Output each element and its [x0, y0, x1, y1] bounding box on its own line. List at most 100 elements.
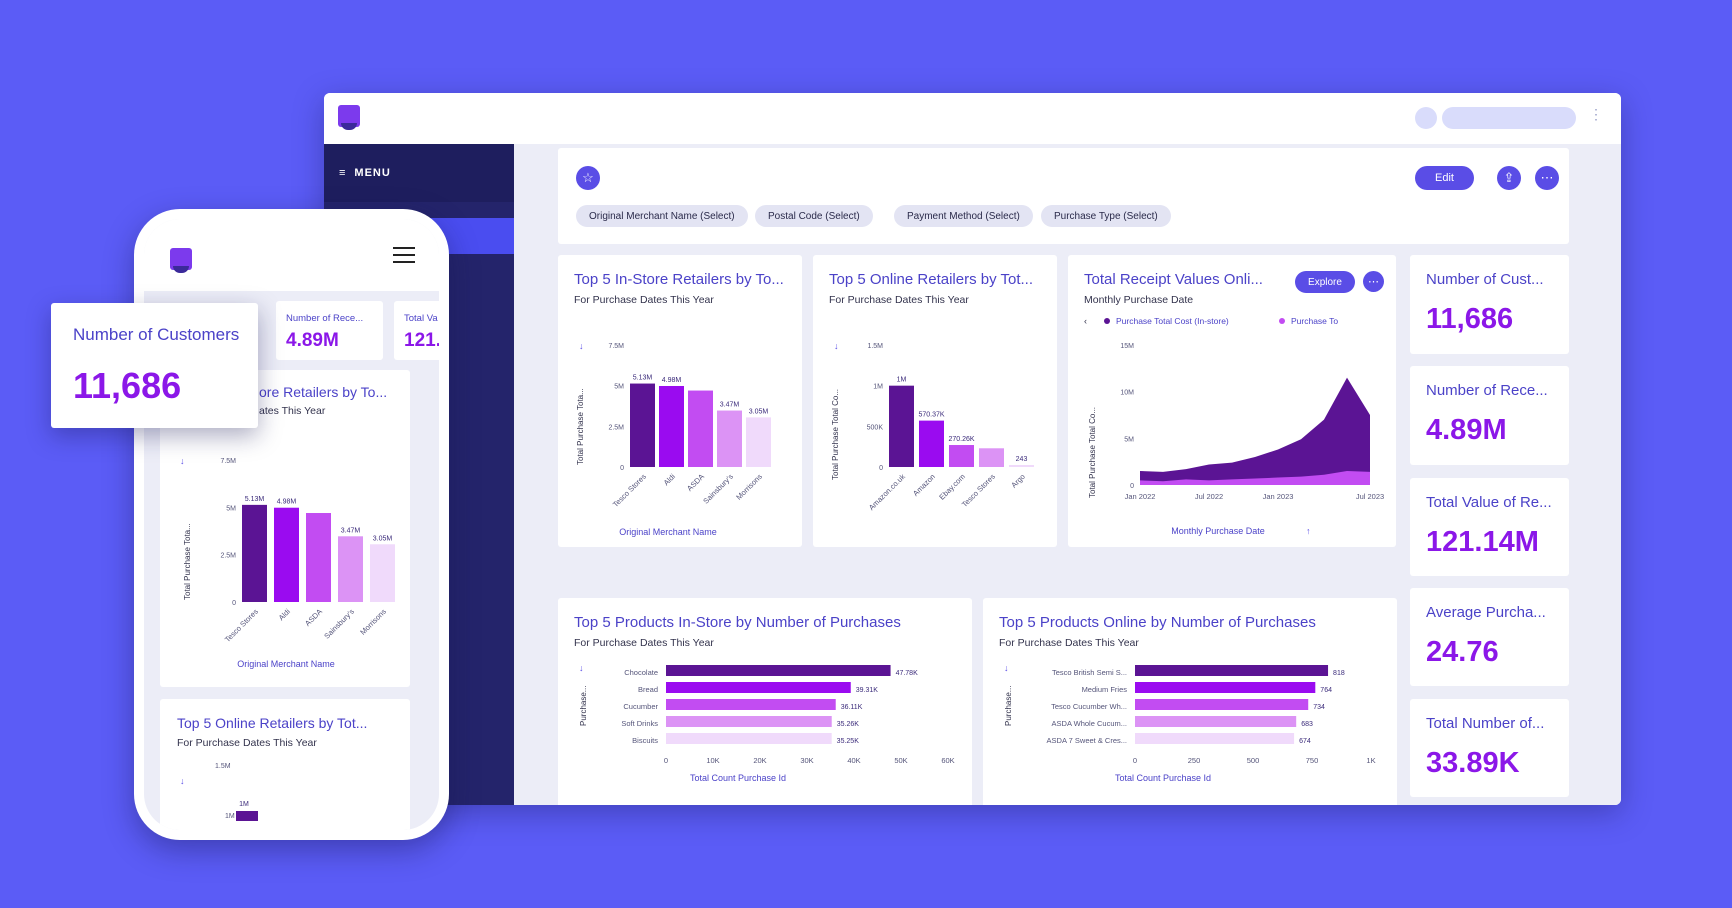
- bar: [1135, 699, 1309, 710]
- x-tick-label: 30K: [800, 756, 813, 765]
- sort-arrow-icon: ↓: [579, 341, 584, 351]
- sort-arrow-icon: ↓: [579, 663, 584, 673]
- y-category-label: Chocolate: [624, 668, 658, 677]
- instore-retailers-chart[interactable]: ↓ Total Purchase Tota... 7.5M 5M 2.5M 0 5.13…: [558, 315, 802, 545]
- bar-label: 3.05M: [749, 408, 769, 415]
- y-tick-label: 0: [620, 465, 624, 472]
- explore-button[interactable]: Explore: [1295, 271, 1355, 293]
- bar-label: 47.78K: [896, 670, 919, 677]
- kpi-card-total-value[interactable]: Total Value of Re... 121.14M: [1410, 478, 1569, 576]
- phone-kpi-receipts[interactable]: Number of Rece... 4.89M: [276, 301, 383, 360]
- phone-chart-card-online: Top 5 Online Retailers by Tot... For Pur…: [160, 699, 410, 830]
- x-tick-label: Jan 2022: [1125, 492, 1156, 501]
- online-retailers-chart[interactable]: ↓ Total Purchase Total Co... 1.5M 1M 500K 0…: [813, 315, 1057, 545]
- y-axis-label: Total Purchase Total Co...: [1088, 407, 1097, 498]
- bar: [1009, 465, 1034, 467]
- y-tick: 1M: [225, 813, 235, 820]
- receipt-values-chart[interactable]: ‹ Purchase Total Cost (In-store) Purchas…: [1068, 313, 1396, 545]
- phone-header: [144, 219, 439, 291]
- menu-label: MENU: [354, 167, 391, 179]
- search-bar[interactable]: [1442, 107, 1576, 129]
- y-tick-label: 7.5M: [220, 458, 236, 465]
- x-category-label: Tesco Stores: [611, 472, 648, 509]
- bar: [659, 385, 684, 467]
- chart-title: Top 5 In-Store Retailers by To...: [574, 271, 784, 288]
- bar: [889, 385, 914, 467]
- x-axis-label: Original Merchant Name: [237, 659, 335, 669]
- user-avatar[interactable]: [1415, 107, 1437, 129]
- x-category-label: Morrisons: [734, 472, 764, 502]
- instore-products-chart[interactable]: ↓ Purchase... Chocolate Bread Cucumber Soft…: [558, 656, 972, 805]
- chart-subtitle: For Purchase Dates This Year: [999, 637, 1139, 649]
- x-tick-label: 50K: [894, 756, 907, 765]
- bar: [666, 699, 836, 710]
- kpi-title: Number of Rece...: [1426, 382, 1548, 399]
- online-products-chart[interactable]: ↓ Purchase... Tesco British Semi S... Med…: [983, 656, 1397, 805]
- more-actions-icon[interactable]: ⋯: [1535, 166, 1559, 190]
- bar: [949, 445, 974, 467]
- filter-chip-payment-method[interactable]: Payment Method (Select): [894, 205, 1033, 227]
- bar-label: 1M: [239, 801, 249, 808]
- chart-subtitle: For Purchase Dates This Year: [829, 294, 969, 306]
- kpi-card-customers[interactable]: Number of Cust... 11,686: [1410, 255, 1569, 354]
- edit-button[interactable]: Edit: [1415, 166, 1474, 190]
- menu-toggle[interactable]: ≡ MENU: [324, 144, 514, 202]
- sort-arrow-icon: ↓: [180, 776, 185, 786]
- kpi-card-receipts[interactable]: Number of Rece... 4.89M: [1410, 366, 1569, 465]
- hamburger-icon: ≡: [339, 167, 347, 179]
- x-tick-label: Jan 2023: [1263, 492, 1294, 501]
- legend-prev-icon: ‹: [1084, 316, 1087, 326]
- bar: [1135, 682, 1316, 693]
- area-series: [1140, 377, 1370, 485]
- filter-chip-purchase-type[interactable]: Purchase Type (Select): [1041, 205, 1171, 227]
- x-tick-label: 0: [664, 756, 668, 765]
- bar: [1135, 665, 1329, 676]
- filter-chip-merchant[interactable]: Original Merchant Name (Select): [576, 205, 748, 227]
- chart-title: Top 5 Online Retailers by Tot...: [177, 715, 368, 731]
- x-tick-label: 60K: [941, 756, 954, 765]
- bar: [370, 544, 395, 602]
- main-content: ☆ Edit ⇪ ⋯ Original Merchant Name (Selec…: [514, 144, 1621, 805]
- y-category-label: Biscuits: [632, 736, 658, 745]
- legend-marker-online: [1279, 318, 1285, 324]
- app-logo[interactable]: [338, 105, 360, 130]
- floating-kpi-customers[interactable]: Number of Customers 11,686: [51, 303, 258, 428]
- bar-label: 683: [1301, 721, 1313, 728]
- kpi-card-total-number[interactable]: Total Number of... 33.89K: [1410, 699, 1569, 797]
- favorite-star-icon[interactable]: ☆: [576, 166, 600, 190]
- phone-online-chart[interactable]: 1.5M ↓ 1M 1M: [160, 759, 410, 830]
- kpi-title: Number of Cust...: [1426, 271, 1544, 288]
- phone-instore-chart[interactable]: ↓ Total Purchase Tota... 7.5M 5M 2.5M 0 5.13…: [160, 430, 410, 680]
- app-logo[interactable]: [170, 248, 192, 273]
- bar-label: 3.47M: [341, 527, 361, 534]
- bar: [630, 383, 655, 467]
- bar: [236, 811, 258, 821]
- x-axis-label: Total Count Purchase Id: [690, 773, 786, 783]
- kpi-title: Total Va: [404, 313, 438, 324]
- x-tick-label: 10K: [706, 756, 719, 765]
- legend-marker-instore: [1104, 318, 1110, 324]
- chart-title: Top 5 Products Online by Number of Purch…: [999, 614, 1316, 631]
- kpi-value: 24.76: [1426, 636, 1499, 668]
- x-category-label: Sainsbury's: [322, 607, 356, 641]
- filter-chip-postal-code[interactable]: Postal Code (Select): [755, 205, 873, 227]
- x-axis-label: Total Count Purchase Id: [1115, 773, 1211, 783]
- bar-label: 1M: [897, 377, 907, 384]
- share-icon[interactable]: ⇪: [1497, 166, 1521, 190]
- sort-arrow-icon: ↓: [180, 456, 185, 466]
- phone-kpi-total-value[interactable]: Total Va 121.1: [394, 301, 439, 360]
- sort-up-icon: ↑: [1306, 526, 1311, 536]
- hamburger-icon[interactable]: [393, 247, 415, 263]
- bar: [919, 420, 944, 467]
- chart-more-icon[interactable]: ⋯: [1363, 271, 1384, 292]
- x-tick-label: 20K: [753, 756, 766, 765]
- x-tick-label: 750: [1306, 756, 1319, 765]
- kpi-value: 11,686: [73, 365, 182, 406]
- kpi-card-average-purchase[interactable]: Average Purcha... 24.76: [1410, 588, 1569, 686]
- chart-card-instore-retailers: Top 5 In-Store Retailers by To... For Pu…: [558, 255, 802, 547]
- sort-arrow-icon: ↓: [834, 341, 839, 351]
- more-options-icon[interactable]: ⋮: [1589, 106, 1603, 122]
- bar-label: 5.13M: [245, 496, 265, 503]
- x-tick-label: 1K: [1366, 756, 1375, 765]
- bar-label: 3.05M: [373, 535, 393, 542]
